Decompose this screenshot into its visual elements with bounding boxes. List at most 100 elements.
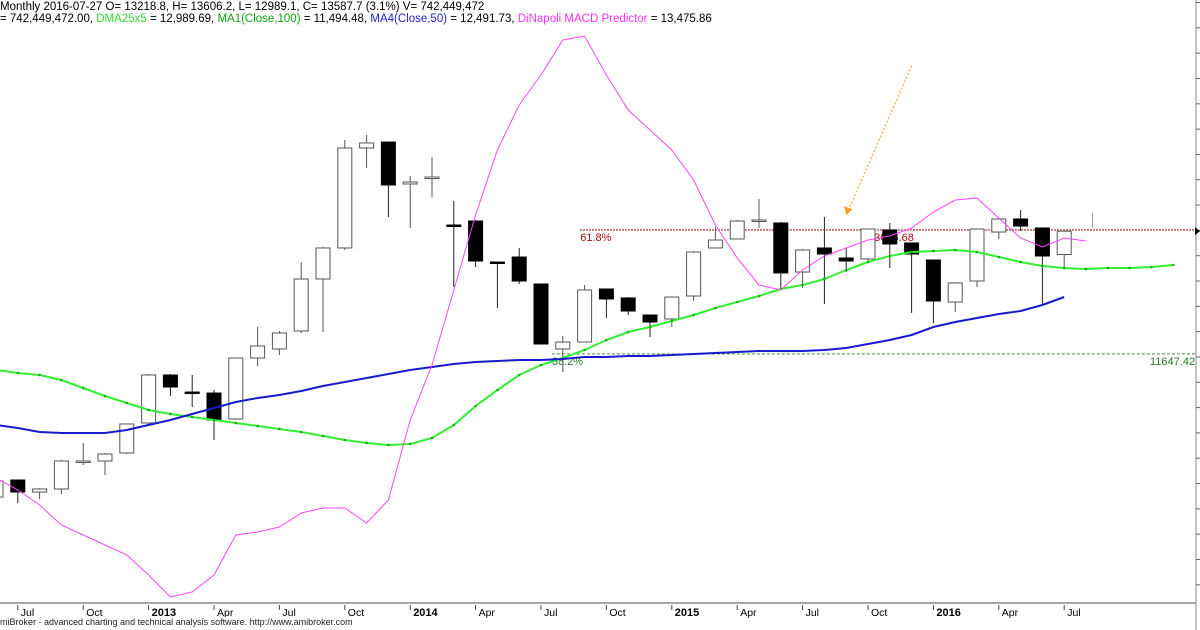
candle-down [904,242,920,255]
series-marker [496,388,499,392]
series-marker [735,300,739,304]
series-marker [1150,265,1153,269]
candle-up [795,249,811,273]
candle-down [1013,218,1029,227]
series-marker [583,348,586,352]
candle-up [577,289,593,343]
series-marker [932,249,935,253]
series-marker [1171,263,1175,267]
fib-price-label: 11647.42 [1150,356,1195,368]
series-line [0,35,1087,598]
series-line [0,296,1065,434]
series-marker [147,408,150,412]
series-marker [605,338,608,342]
candle-up [337,147,353,249]
series-marker [1084,267,1088,271]
candle-up [53,460,69,490]
x-tick-label: Jul [1067,607,1080,619]
series-marker [539,363,543,367]
dma-value: = 12,989.69, [149,13,215,25]
series-marker [103,394,107,398]
last-price-marker [1195,227,1200,236]
candle-up [75,460,91,464]
series-marker [910,250,913,254]
x-tick-label: Oct [348,607,364,619]
candle-up [424,176,440,180]
x-tick-label: Apr [1002,607,1019,619]
candle-down [620,297,636,312]
x-tick-label: 2015 [675,607,699,619]
ma4-label: MA4(Close,50) [370,13,448,25]
candle-down [1034,227,1050,257]
candle-up [969,228,985,282]
series-marker [1128,266,1131,270]
x-tick-label: Apr [740,607,757,619]
series-marker [212,418,216,422]
candle-down [598,288,614,300]
series-marker [1106,266,1110,270]
ma1-value: = 11,494.48, [303,13,368,25]
series-marker [997,255,1001,259]
series-marker [517,373,521,377]
candle-up [228,357,244,420]
series-marker [888,254,892,258]
candle-up [664,296,680,320]
candle-up [947,282,963,303]
chart-header-ohlc: Monthly 2016-07-27 O= 13218.8, H= 13606.… [0,1,485,13]
x-tick-label: Jul [544,607,557,619]
series-marker [234,421,238,425]
series-marker [60,378,63,382]
candle-down [533,283,549,345]
series-marker [692,313,695,317]
fib-percent-label: 61.8% [580,232,611,244]
x-tick-label: Oct [871,607,887,619]
series-marker [278,427,281,431]
series-marker [169,412,172,416]
candle-down [489,261,505,265]
annotation-arrow-head [844,206,853,216]
series-marker [757,294,761,298]
candle-down [816,247,832,255]
x-tick-label: Apr [217,607,234,619]
candle-up [991,218,1007,233]
candle-down [380,141,396,186]
x-tick-label: Oct [86,607,102,619]
candle-down [642,314,658,323]
series-marker [16,371,20,375]
candle-down [184,391,200,395]
series-marker [430,436,434,440]
series-marker [648,325,652,329]
candle-up [271,332,287,350]
candle-up [293,278,309,332]
chart-header-indicators: = 742,449,472.00, DMA25x5 = 12,989.69, M… [0,13,712,25]
indicator-lines [0,35,1175,598]
candle-up [97,453,113,462]
x-tick-label: Jul [21,607,34,619]
series-marker [299,430,303,434]
x-tick-label: 2013 [152,607,176,619]
series-marker [343,438,347,442]
candle-up [729,220,745,240]
x-tick-label: Apr [479,607,496,619]
series-marker [190,415,194,419]
dinapoli-label: DiNapoli MACD Predictor [517,13,648,25]
series-line [0,248,1174,447]
dma-label: DMA25x5 [96,13,147,25]
series-marker [801,283,804,287]
series-marker [823,277,826,281]
candle-up [1056,230,1072,256]
series-marker [38,373,41,377]
series-marker [866,260,870,264]
candle-down [446,224,462,227]
series-marker [125,401,129,405]
candle-up [751,219,767,222]
series-marker [452,423,456,427]
x-axis-labels: Jul Oct 2013 Apr Jul Oct 2014 Apr Jul Oct 2015 Apr J… [17,605,1081,619]
x-tick-label: Jul [282,607,295,619]
candle-up [707,239,723,249]
series-marker [844,268,848,272]
candle-up [0,480,4,498]
candle-down [838,257,854,262]
